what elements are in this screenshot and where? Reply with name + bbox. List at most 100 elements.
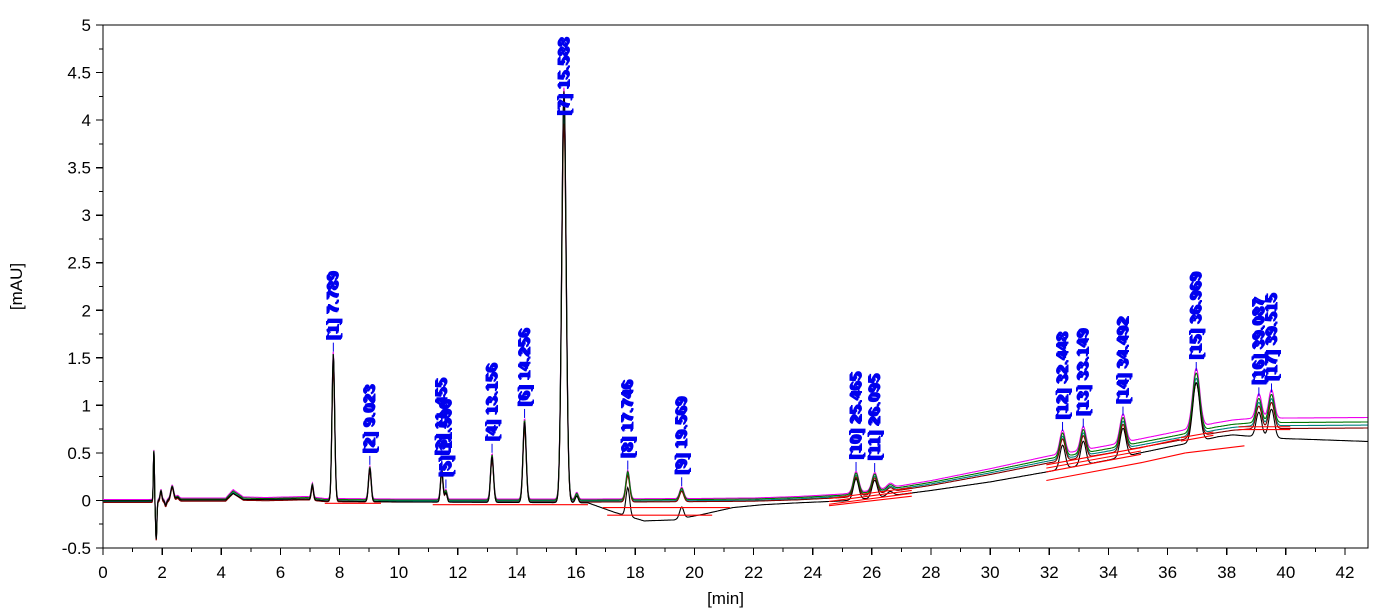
peak-label: [13] 33.149	[1075, 329, 1092, 416]
y-tick-label: 1.5	[67, 349, 91, 368]
integration-baseline-segment	[828, 489, 912, 502]
peak-annotation: [11] 26.095[11] 26.095[11] 26.095	[866, 372, 885, 473]
peak-annotation: [2] 9.023[2] 9.023[2] 9.023	[361, 383, 380, 465]
y-tick-label: 2.5	[67, 254, 91, 273]
trace-signal-green	[103, 92, 1368, 539]
integration-baseline-segment	[1140, 438, 1180, 449]
peak-label: [5] 11.596	[438, 399, 455, 476]
peak-label: [3] 11.455	[433, 379, 450, 456]
peak-label: [2] 9.023	[362, 384, 379, 453]
peak-label: [15] 36.969	[1188, 273, 1205, 360]
peak-label: [3] 11.455	[434, 378, 451, 455]
peak-label: [4] 13.156	[485, 361, 502, 439]
peak-label: [2] 9.023	[361, 385, 378, 454]
peak-label: [14] 34.492	[1116, 315, 1133, 402]
peak-label: [4] 13.156	[484, 363, 501, 441]
peak-annotation: [17] 39.515[17] 39.515[17] 39.515	[1263, 292, 1281, 393]
y-tick-label: 2	[82, 301, 91, 320]
peak-label: [7] 15.588	[556, 37, 573, 115]
peak-label: [2] 9.023	[363, 383, 380, 452]
peak-annotation: [10] 25.465[10] 25.465[10] 25.465	[847, 370, 866, 471]
x-tick-label: 18	[626, 563, 645, 582]
peak-label: [9] 19.569	[675, 395, 692, 473]
peak-label: [6] 14.256	[517, 328, 534, 406]
x-tick-label: 30	[981, 563, 1000, 582]
y-axis: -0.5 0 0.5 1 1.5 2 2.5 3 3.5 4 4.5 5 [mAU]	[7, 16, 103, 558]
peak-label: [12] 32.448	[1055, 330, 1072, 417]
x-tick-label: 8	[335, 563, 344, 582]
peak-label: [8] 17.746	[621, 378, 638, 456]
y-axis-title: [mAU]	[7, 263, 26, 310]
peak-annotation: [3] 11.455[3] 11.455[3] 11.455	[433, 376, 452, 467]
peak-annotations: [1] 7.789[1] 7.789[1] 7.789 [2] 9.023[2] …	[325, 36, 1281, 489]
peak-annotation: [14] 34.492[14] 34.492[14] 34.492	[1114, 315, 1133, 416]
peak-label: [10] 25.465	[849, 370, 866, 457]
peak-label: [4] 13.156	[483, 364, 500, 442]
integration-baseline-segment	[1185, 445, 1245, 454]
peak-label: [15] 36.969	[1189, 270, 1206, 357]
peak-label: [5] 11.596	[437, 400, 454, 477]
peak-label: [12] 32.448	[1054, 333, 1071, 420]
peak-label: [6] 14.256	[517, 327, 534, 405]
x-tick-label: 34	[1099, 563, 1118, 582]
peak-annotation: [7] 15.588[7] 15.588[7] 15.588	[555, 36, 574, 116]
x-axis-title: [min]	[707, 589, 744, 608]
peak-label: [1] 7.789	[325, 272, 342, 341]
signal-traces	[103, 87, 1368, 541]
x-tick-label: 6	[276, 563, 285, 582]
y-tick-label: 4.5	[67, 64, 91, 83]
peak-label: [10] 25.465	[847, 373, 864, 460]
peak-label: [7] 15.588	[555, 38, 572, 116]
peak-label: [1] 7.789	[325, 271, 342, 340]
peak-annotation: [16] 39.087[16] 39.087[16] 39.087	[1250, 296, 1269, 397]
peak-label: [13] 33.149	[1075, 328, 1092, 415]
peak-label: [9] 19.569	[673, 397, 690, 475]
x-tick-label: 4	[217, 563, 226, 582]
peak-label: [15] 36.969	[1188, 272, 1205, 359]
peak-label: [17] 39.515	[1263, 294, 1280, 381]
peak-annotation: [4] 13.156[4] 13.156[4] 13.156	[483, 361, 502, 453]
y-tick-label: 5	[82, 16, 91, 35]
peak-label: [12] 32.448	[1055, 332, 1072, 419]
x-tick-label: 42	[1336, 563, 1355, 582]
y-tick-label: 3.5	[67, 159, 91, 178]
x-tick-label: 10	[389, 563, 408, 582]
trace-signal-teal	[103, 110, 1368, 540]
integration-baseline-segment	[828, 492, 912, 505]
peak-label: [7] 15.588	[557, 36, 574, 114]
x-tick-label: 0	[98, 563, 107, 582]
peak-label: [11] 26.095	[868, 372, 885, 458]
peak-label: [6] 14.256	[516, 329, 533, 407]
peak-label: [16] 39.087	[1251, 297, 1268, 384]
peak-annotation: [1] 7.789[1] 7.789[1] 7.789	[325, 270, 343, 352]
x-tick-label: 36	[1158, 563, 1177, 582]
integration-baseline-segment	[1046, 461, 1143, 482]
peak-label: [3] 11.455	[435, 376, 452, 453]
integration-baselines	[324, 426, 1291, 516]
peak-annotation: [15] 36.969[15] 36.969[15] 36.969	[1188, 270, 1206, 371]
peak-label: [16] 39.087	[1252, 296, 1269, 383]
integration-baseline-segment	[1142, 452, 1186, 463]
peak-label: [14] 34.492	[1114, 317, 1131, 404]
integration-baseline-segment	[1180, 431, 1214, 439]
x-tick-label: 22	[744, 563, 763, 582]
peak-label: [17] 39.515	[1264, 292, 1281, 379]
x-tick-label: 40	[1276, 563, 1295, 582]
peak-annotation: [9] 19.569[9] 19.569[9] 19.569	[673, 395, 692, 487]
integration-baseline-segment	[1180, 434, 1214, 442]
integration-baseline-segment	[828, 495, 912, 507]
peak-annotation: [12] 32.448[12] 32.448[12] 32.448	[1054, 330, 1072, 431]
x-tick-label: 14	[508, 563, 527, 582]
peak-annotation: [5] 11.596[5] 11.596[5] 11.596	[437, 398, 456, 489]
x-tick-label: 24	[803, 563, 822, 582]
integration-baseline-segment	[1046, 453, 1142, 473]
plot-border	[102, 24, 1369, 549]
x-tick-label: 12	[448, 563, 467, 582]
integration-baseline-segment	[1046, 450, 1142, 469]
peak-annotation: [8] 17.746[8] 17.746[8] 17.746	[619, 378, 638, 470]
peak-label: [10] 25.465	[848, 372, 865, 459]
x-tick-label: 26	[862, 563, 881, 582]
y-tick-label: 1	[82, 396, 91, 415]
